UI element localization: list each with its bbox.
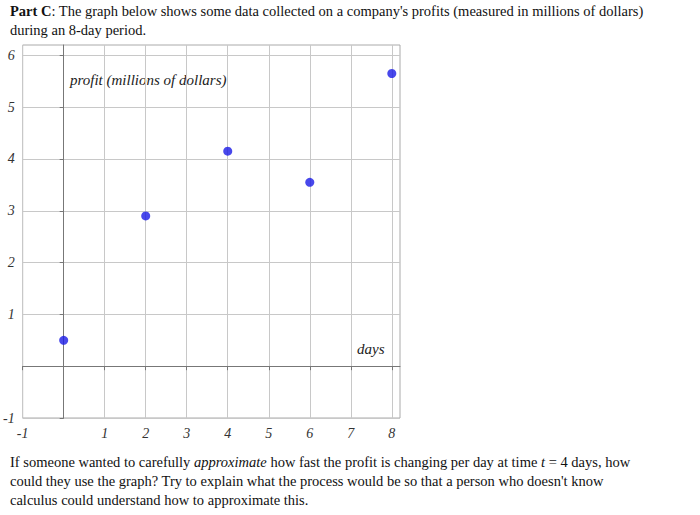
svg-text:2: 2 (142, 426, 149, 441)
svg-text:3: 3 (7, 203, 15, 218)
html-text:Part C: The graph below shows: Part C: The graph below shows some data … (10, 3, 644, 19)
svg-text:7: 7 (347, 426, 355, 441)
svg-text:4: 4 (224, 426, 231, 441)
svg-text:-1: -1 (17, 426, 29, 441)
svg-text:5: 5 (8, 100, 15, 115)
svg-text:profit (millions of dollars): profit (millions of dollars) (69, 72, 227, 89)
svg-text:6: 6 (8, 48, 15, 63)
svg-text:days: days (357, 341, 385, 357)
html-text:calculus could understand how: calculus could understand how to approxi… (10, 492, 309, 508)
html-text:during an 8-day period.: during an 8-day period. (10, 22, 147, 38)
svg-text:1: 1 (8, 307, 15, 322)
svg-text:2: 2 (8, 255, 15, 270)
svg-text:6: 6 (306, 426, 313, 441)
svg-text:5: 5 (265, 426, 272, 441)
html-text:could they use the graph? Try: could they use the graph? Try to explain… (10, 473, 604, 489)
html-text:If someone wanted to carefully: If someone wanted to carefully approxima… (10, 454, 631, 470)
svg-text:1: 1 (101, 426, 108, 441)
svg-text:8: 8 (388, 426, 395, 441)
svg-text:-1: -1 (3, 411, 15, 426)
svg-text:4: 4 (8, 151, 15, 166)
svg-text:3: 3 (182, 426, 190, 441)
